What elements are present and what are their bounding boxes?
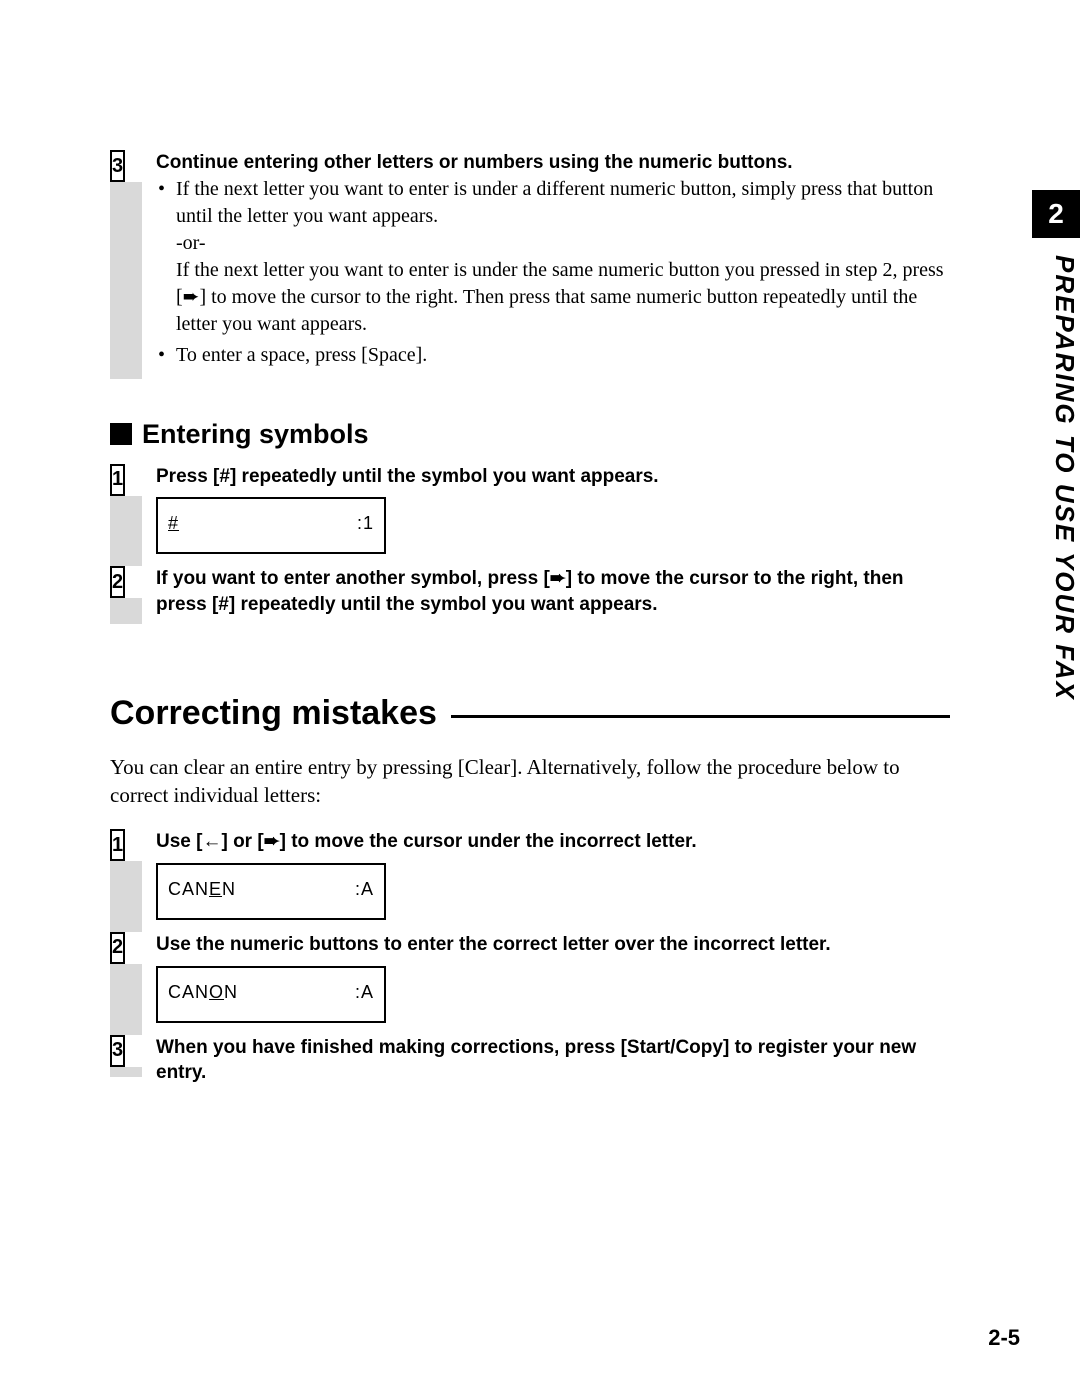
- step-text: Press [#] repeatedly until the symbol yo…: [156, 464, 950, 490]
- step-text: Use the numeric buttons to enter the cor…: [156, 932, 950, 958]
- step-number: 2: [110, 932, 125, 964]
- display-right: :1: [357, 513, 374, 534]
- arrow-right-icon: ➨: [550, 568, 566, 589]
- lcd-display: # :1: [156, 497, 386, 554]
- section-heading-correcting: Correcting mistakes: [110, 694, 1020, 733]
- bullet-text: If the next letter you want to enter is …: [176, 178, 933, 227]
- step-number: 1: [110, 464, 125, 496]
- correcting-step-1: 1 Use [←] or [➨] to move the cursor unde…: [110, 829, 1020, 932]
- page-number: 2-5: [988, 1325, 1020, 1351]
- heading-rule: [451, 715, 950, 718]
- step-bar: [110, 598, 142, 623]
- symbols-step-1: 1 Press [#] repeatedly until the symbol …: [110, 464, 1020, 567]
- step-bar: [110, 964, 142, 1035]
- chapter-title: PREPARING TO USE YOUR FAX: [1032, 255, 1080, 701]
- arrow-right-icon: ➨: [264, 831, 280, 852]
- step-number: 3: [110, 150, 125, 182]
- bullet-item: To enter a space, press [Space].: [176, 342, 950, 369]
- square-bullet-icon: [110, 423, 132, 445]
- step-text: When you have finished making correction…: [156, 1035, 950, 1086]
- section-title: Correcting mistakes: [110, 694, 437, 733]
- correcting-step-2: 2 Use the numeric buttons to enter the c…: [110, 932, 1020, 1035]
- step-bar: [110, 182, 142, 379]
- section-title: Entering symbols: [142, 419, 369, 450]
- bullet-text: To enter a space, press [Space].: [176, 344, 427, 366]
- cursor-char: O: [209, 982, 224, 1002]
- display-right: :A: [355, 982, 374, 1003]
- step-bar: [110, 1067, 142, 1077]
- display-left: CANON: [168, 982, 238, 1003]
- step-heading: Continue entering other letters or numbe…: [156, 150, 950, 176]
- step-text: If you want to enter another symbol, pre…: [156, 566, 950, 617]
- display-left: #: [168, 513, 179, 534]
- symbols-step-2: 2 If you want to enter another symbol, p…: [110, 566, 1020, 623]
- chapter-tab: 2: [1032, 190, 1080, 238]
- intro-paragraph: You can clear an entire entry by pressin…: [110, 753, 1020, 810]
- chapter-number: 2: [1048, 198, 1064, 230]
- arrow-left-icon: ←: [202, 831, 221, 852]
- bullet-item: If the next letter you want to enter is …: [176, 176, 950, 338]
- cursor-char: E: [209, 879, 222, 899]
- step-3-block: 3 Continue entering other letters or num…: [110, 150, 1020, 379]
- display-left: CANEN: [168, 879, 236, 900]
- bullet-text-post: ] to move the cursor to the right. Then …: [176, 286, 917, 335]
- page: 2 PREPARING TO USE YOUR FAX 3 Continue e…: [0, 0, 1080, 1381]
- step-text: Use [←] or [➨] to move the cursor under …: [156, 829, 950, 855]
- step-number: 2: [110, 566, 125, 598]
- step-bar: [110, 496, 142, 567]
- or-text: -or-: [176, 232, 206, 254]
- cursor-char: #: [168, 513, 179, 533]
- step-bar: [110, 861, 142, 932]
- correcting-step-3: 3 When you have finished making correcti…: [110, 1035, 1020, 1086]
- arrow-right-icon: ➨: [183, 286, 200, 308]
- step-number: 1: [110, 829, 125, 861]
- step-number: 3: [110, 1035, 125, 1067]
- display-right: :A: [355, 879, 374, 900]
- lcd-display: CANON :A: [156, 966, 386, 1023]
- lcd-display: CANEN :A: [156, 863, 386, 920]
- section-heading-entering-symbols: Entering symbols: [110, 419, 1020, 450]
